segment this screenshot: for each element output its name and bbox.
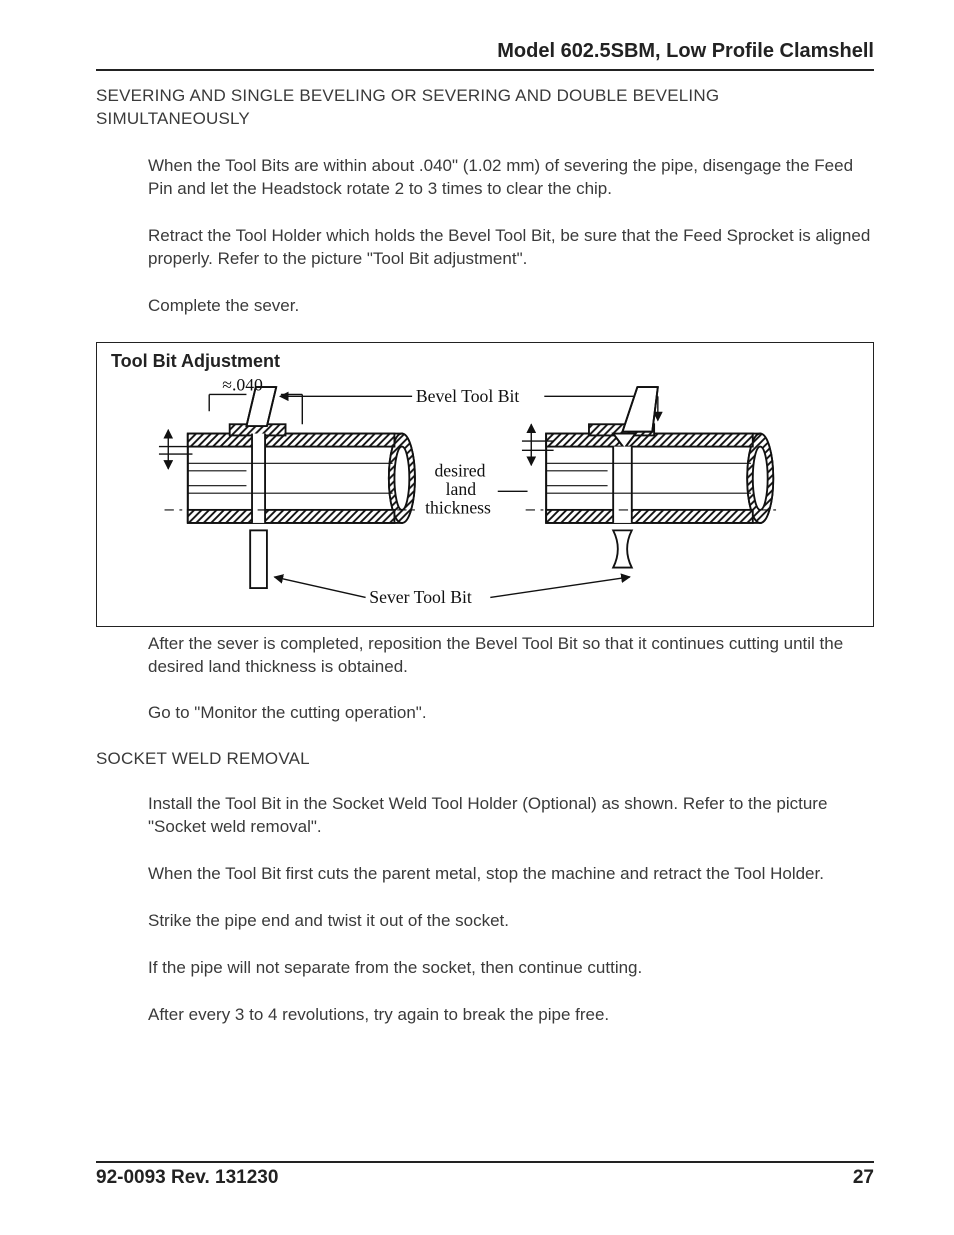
paragraph: Strike the pipe end and twist it out of … [148, 910, 874, 933]
label-land: land [446, 479, 477, 499]
label-sever-tool-bit: Sever Tool Bit [369, 587, 472, 607]
paragraph: Complete the sever. [148, 295, 874, 318]
paragraph: When the Tool Bits are within about .040… [148, 155, 874, 201]
footer-doc-rev: 92-0093 Rev. 131230 [96, 1167, 278, 1189]
figure-tool-bit-adjustment: Tool Bit Adjustment [96, 342, 874, 627]
page-footer: 92-0093 Rev. 131230 27 [96, 1161, 874, 1189]
figure-title: Tool Bit Adjustment [111, 351, 859, 372]
paragraph: Install the Tool Bit in the Socket Weld … [148, 793, 874, 839]
tool-bit-adjustment-diagram: ≈.040 Bevel Tool Bit Sever Tool Bit desi… [111, 374, 851, 616]
label-thickness: thickness [425, 497, 491, 517]
section-heading-socket-weld: SOCKET WELD REMOVAL [96, 749, 874, 769]
paragraph: Go to "Monitor the cutting operation". [148, 702, 874, 725]
paragraph: Retract the Tool Holder which holds the … [148, 225, 874, 271]
label-bevel-tool-bit: Bevel Tool Bit [416, 385, 520, 405]
paragraph: After every 3 to 4 revolutions, try agai… [148, 1004, 874, 1027]
paragraph: If the pipe will not separate from the s… [148, 957, 874, 980]
label-desired: desired [434, 460, 485, 480]
page-header-title: Model 602.5SBM, Low Profile Clamshell [96, 40, 874, 71]
footer-page-number: 27 [853, 1167, 874, 1189]
paragraph: When the Tool Bit first cuts the parent … [148, 863, 874, 886]
dimension-label: ≈.040 [222, 374, 263, 394]
section-heading-severing: SEVERING AND SINGLE BEVELING OR SEVERING… [96, 85, 874, 131]
paragraph: After the sever is completed, reposition… [148, 633, 874, 679]
